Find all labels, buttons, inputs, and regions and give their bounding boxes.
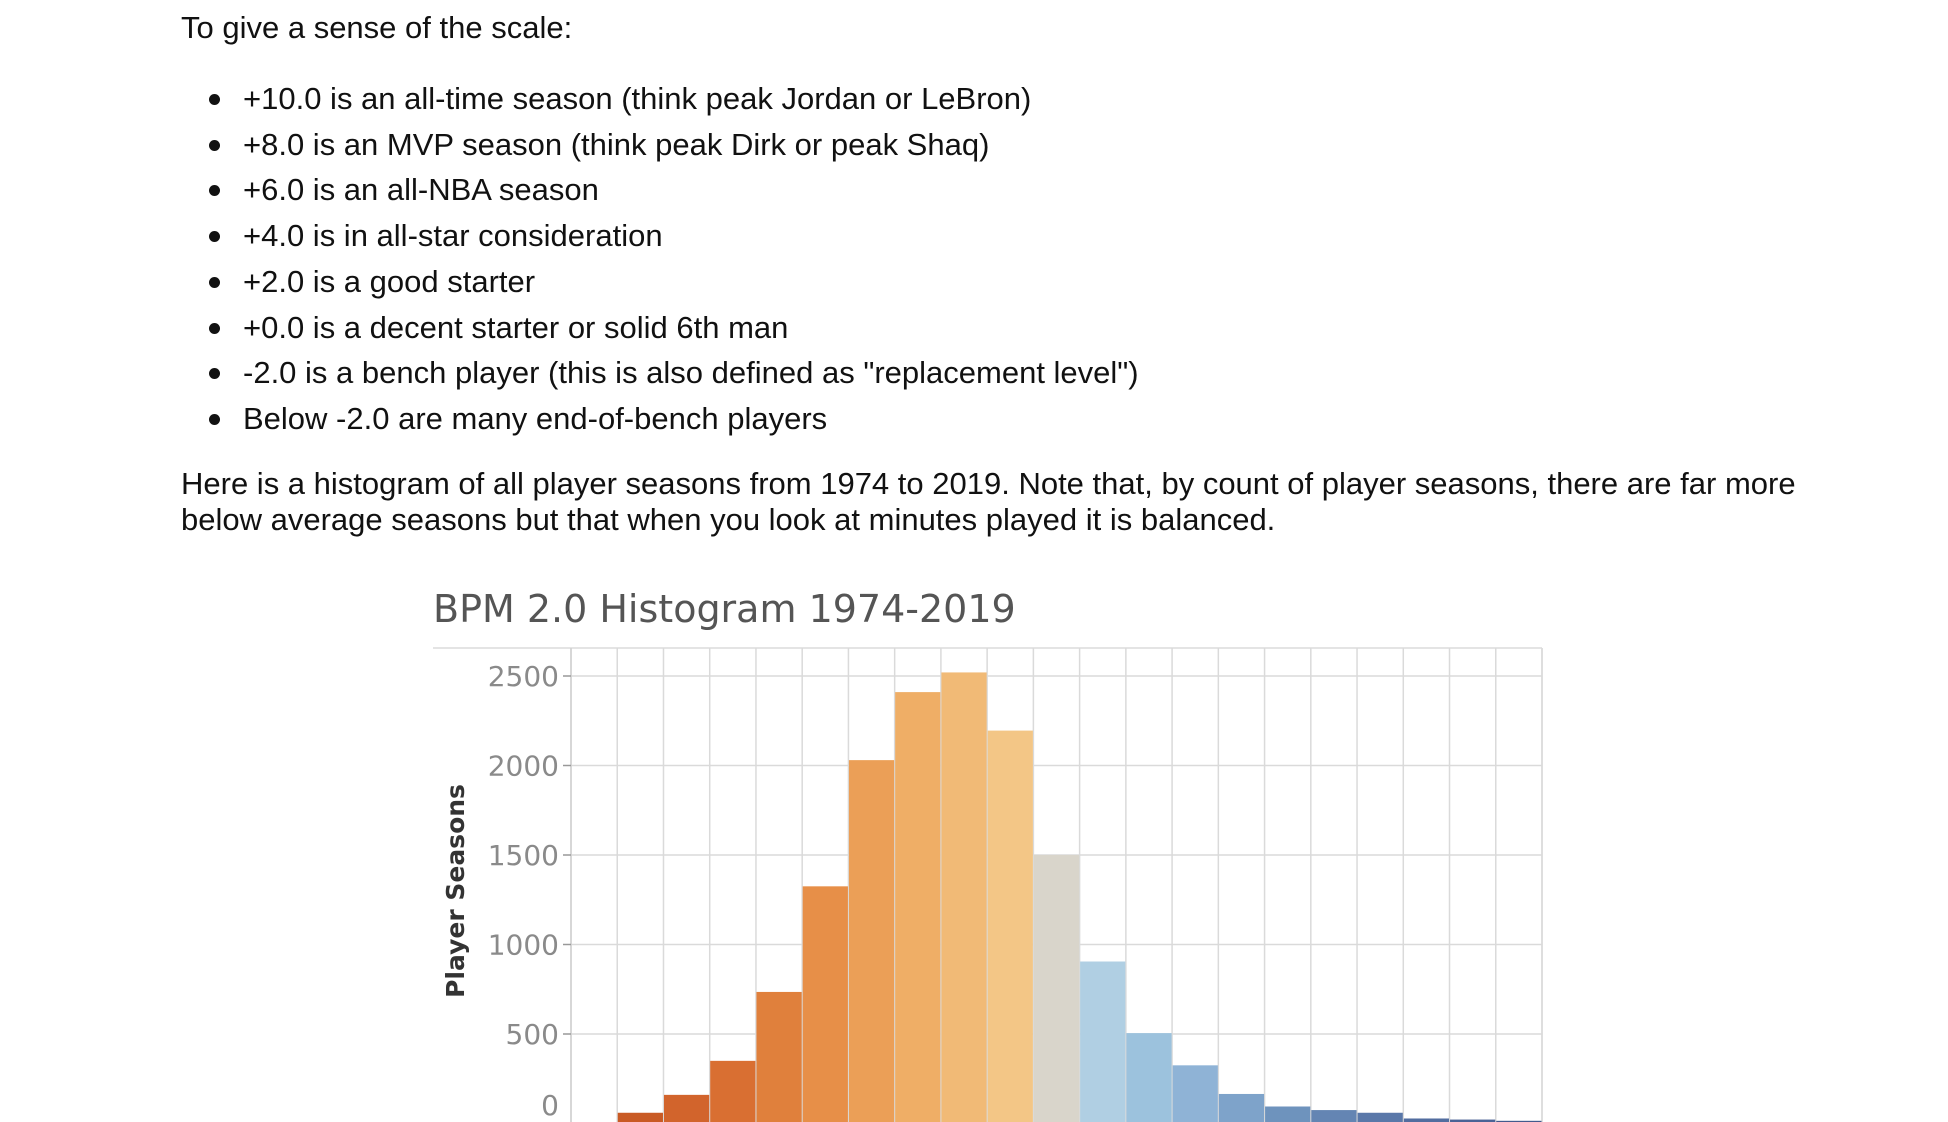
list-item: +10.0 is an all-time season (think peak …: [181, 76, 1139, 122]
histogram-bar: [1080, 961, 1126, 1122]
histogram-bar: [617, 1112, 663, 1122]
bullet-icon: [209, 94, 220, 105]
histogram-bar: [1311, 1110, 1357, 1122]
list-item: Below -2.0 are many end-of-bench players: [181, 396, 1139, 442]
scale-list: +10.0 is an all-time season (think peak …: [181, 76, 1139, 442]
intro-text: To give a sense of the scale:: [181, 10, 573, 45]
histogram-bar: [1357, 1112, 1403, 1122]
list-item-text: Below -2.0 are many end-of-bench players: [243, 400, 828, 436]
histogram-bar: [895, 692, 941, 1122]
list-item-text: +10.0 is an all-time season (think peak …: [243, 81, 1032, 116]
list-item: +6.0 is an all-NBA season: [181, 167, 1139, 213]
list-item: -2.0 is a bench player (this is also def…: [181, 350, 1139, 396]
y-tick-label: 2500: [488, 660, 559, 693]
y-tick-label: 1500: [488, 839, 559, 872]
list-item-text: +4.0 is in all-star consideration: [243, 218, 663, 254]
y-axis-ticks: 0 500 1000 1500 2000 2500: [488, 660, 571, 1122]
bullet-icon: [209, 276, 220, 288]
list-item: +4.0 is in all-star consideration: [181, 213, 1139, 259]
chart-gridlines: [433, 647, 1543, 1122]
list-item: +8.0 is an MVP season (think peak Dirk o…: [181, 122, 1139, 168]
list-item: +0.0 is a decent starter or solid 6th ma…: [181, 305, 1139, 351]
list-item-text: +6.0 is an all-NBA season: [243, 172, 599, 208]
chart-bars: [617, 672, 1542, 1122]
histogram-bar: [1172, 1065, 1218, 1122]
histogram-bar: [987, 730, 1033, 1122]
bullet-icon: [209, 185, 220, 197]
list-item-text: -2.0 is a bench player (this is also def…: [243, 355, 1139, 391]
bullet-icon: [209, 322, 220, 334]
y-tick-label: 500: [506, 1018, 559, 1051]
histogram-bar: [1033, 855, 1080, 1122]
histogram-bar: [1450, 1119, 1496, 1122]
bullet-icon: [209, 368, 220, 380]
y-axis-label: Player Seasons: [441, 784, 470, 998]
y-tick-label: 1000: [488, 929, 559, 962]
histogram-bar: [1496, 1120, 1542, 1122]
histogram-bar: [756, 991, 802, 1122]
bullet-icon: [209, 231, 220, 243]
list-item: +2.0 is a good starter: [181, 259, 1139, 305]
histogram-bar: [1218, 1093, 1265, 1122]
histogram-bar: [1265, 1106, 1311, 1122]
histogram-bar: [663, 1094, 710, 1122]
bullet-icon: [209, 413, 220, 425]
histogram-bar: [848, 760, 895, 1122]
histogram-bar: [941, 672, 987, 1122]
y-tick-label: 2000: [488, 750, 559, 783]
chart-title: BPM 2.0 Histogram 1974-2019: [433, 587, 1016, 631]
bullet-icon: [209, 139, 220, 151]
y-tick-label: 0: [541, 1089, 559, 1122]
histogram-description: Here is a histogram of all player season…: [181, 466, 1796, 537]
histogram-bar: [1126, 1033, 1172, 1122]
list-item-text: +8.0 is an MVP season (think peak Dirk o…: [243, 126, 990, 162]
list-item-text: +0.0 is a decent starter or solid 6th ma…: [243, 309, 789, 345]
list-item-text: +2.0 is a good starter: [243, 263, 536, 299]
histogram-bar: [1403, 1118, 1450, 1122]
histogram-bar: [802, 886, 848, 1122]
histogram-bar: [710, 1060, 756, 1122]
